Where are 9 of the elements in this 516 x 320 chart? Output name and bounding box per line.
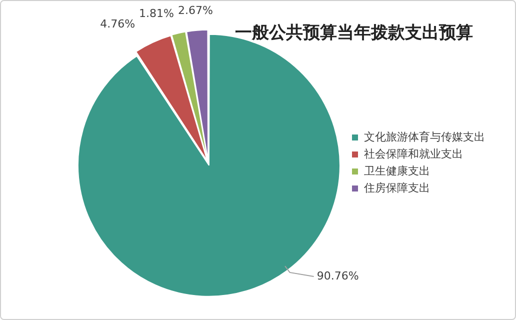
legend-label: 文化旅游体育与传媒支出 xyxy=(364,130,485,144)
text: 一般公共预算当年拨款支出预算 xyxy=(234,22,474,44)
data-label: 2.67% xyxy=(178,4,213,17)
legend-label: 社会保障和就业支出 xyxy=(364,147,463,160)
legend-label: 住房保障支出 xyxy=(364,181,430,194)
data-label: 1.81% xyxy=(139,7,174,20)
legend-label: 卫生健康支出 xyxy=(364,164,430,178)
data-label: 4.76% xyxy=(100,17,136,30)
data-label: 90.76% xyxy=(316,269,359,282)
